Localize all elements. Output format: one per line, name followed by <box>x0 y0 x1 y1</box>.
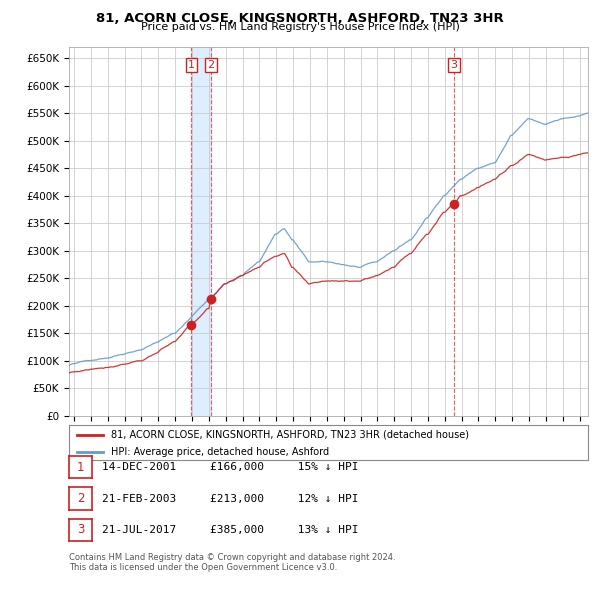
Text: 1: 1 <box>77 461 84 474</box>
Text: 21-FEB-2003     £213,000     12% ↓ HPI: 21-FEB-2003 £213,000 12% ↓ HPI <box>102 494 359 503</box>
Text: 2: 2 <box>208 60 215 70</box>
Text: 14-DEC-2001     £166,000     15% ↓ HPI: 14-DEC-2001 £166,000 15% ↓ HPI <box>102 463 359 472</box>
Text: 81, ACORN CLOSE, KINGSNORTH, ASHFORD, TN23 3HR (detached house): 81, ACORN CLOSE, KINGSNORTH, ASHFORD, TN… <box>110 430 469 440</box>
Text: HPI: Average price, detached house, Ashford: HPI: Average price, detached house, Ashf… <box>110 447 329 457</box>
Text: 3: 3 <box>451 60 458 70</box>
Text: Contains HM Land Registry data © Crown copyright and database right 2024.: Contains HM Land Registry data © Crown c… <box>69 553 395 562</box>
Text: 21-JUL-2017     £385,000     13% ↓ HPI: 21-JUL-2017 £385,000 13% ↓ HPI <box>102 525 359 535</box>
Text: 2: 2 <box>77 492 84 505</box>
Text: This data is licensed under the Open Government Licence v3.0.: This data is licensed under the Open Gov… <box>69 563 337 572</box>
Text: Price paid vs. HM Land Registry's House Price Index (HPI): Price paid vs. HM Land Registry's House … <box>140 22 460 32</box>
Text: 1: 1 <box>188 60 195 70</box>
Text: 81, ACORN CLOSE, KINGSNORTH, ASHFORD, TN23 3HR: 81, ACORN CLOSE, KINGSNORTH, ASHFORD, TN… <box>96 12 504 25</box>
Text: 3: 3 <box>77 523 84 536</box>
Bar <box>191 47 211 416</box>
